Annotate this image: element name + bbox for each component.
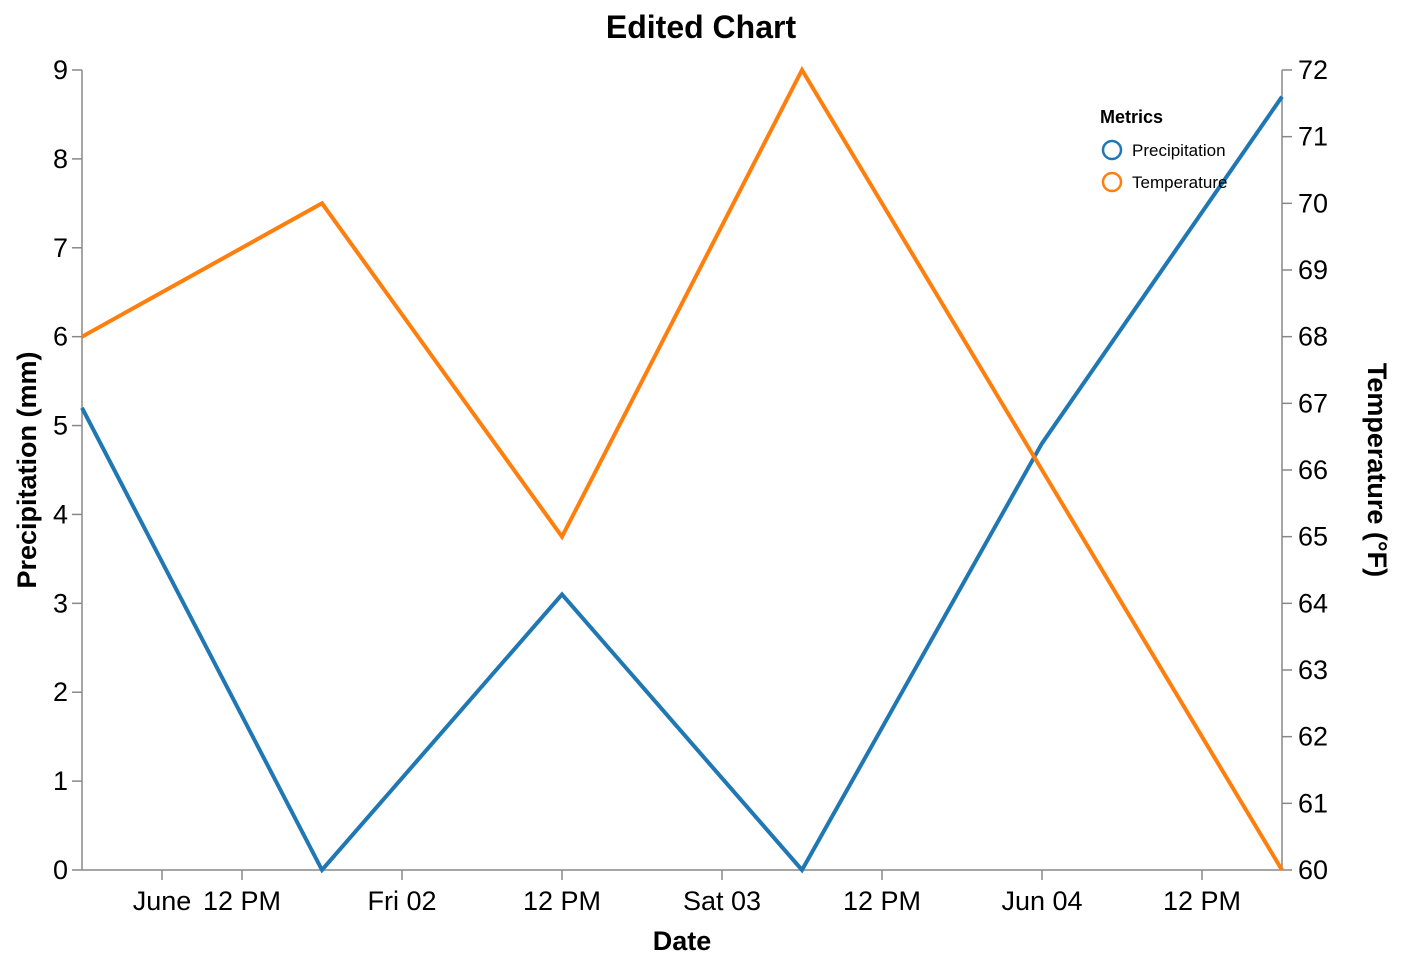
y-left-tick-label: 6 [53, 322, 68, 352]
legend-label-temperature: Temperature [1132, 173, 1227, 192]
y-right-tick-label: 69 [1298, 255, 1328, 285]
series-line-precipitation [80, 95, 1284, 874]
y-right-tick-label: 66 [1298, 455, 1328, 485]
y-left-tick-label: 9 [53, 55, 68, 85]
legend-title: Metrics [1100, 107, 1163, 127]
y-left-tick-label: 1 [53, 766, 68, 796]
y-left-tick-label: 5 [53, 411, 68, 441]
y-right-tick-label: 72 [1298, 55, 1328, 85]
chart-title: Edited Chart [606, 9, 797, 45]
y-right-tick-label: 63 [1298, 655, 1328, 685]
y-right-tick-label: 61 [1298, 788, 1328, 818]
legend-symbol-precipitation [1101, 139, 1123, 161]
series-layer [80, 65, 1284, 874]
y-left-tick-label: 3 [53, 588, 68, 618]
x-tick-label: 12 PM [203, 886, 281, 916]
series-line-temperature [81, 65, 1284, 872]
legend-items: Precipitation Temperature [1101, 139, 1227, 193]
y-left-tick-label: 4 [53, 499, 68, 529]
x-tick-label: 12 PM [523, 886, 601, 916]
y-right-tick-label: 67 [1298, 388, 1328, 418]
y-right-tick-label: 70 [1298, 188, 1328, 218]
x-axis-title: Date [653, 926, 712, 956]
x-tick-label: 12 PM [843, 886, 921, 916]
y-axis-right-title: Temperature (°F) [1362, 363, 1392, 577]
y-axis-left-title: Precipitation (mm) [12, 351, 42, 588]
y-right-tick-label: 68 [1298, 322, 1328, 352]
y-left-tick-label: 0 [53, 855, 68, 885]
legend-symbol-temperature [1101, 171, 1123, 193]
y-right-tick-label: 60 [1298, 855, 1328, 885]
axes: June 12 PM Fri 02 12 PM Sat 03 12 PM Jun 04 12 … [53, 55, 1328, 916]
y-right-tick-label: 65 [1298, 522, 1328, 552]
x-tick-label: Fri 02 [367, 886, 436, 916]
y-right-tick-label: 62 [1298, 722, 1328, 752]
x-tick-label: 12 PM [1163, 886, 1241, 916]
x-tick-label: June [133, 886, 192, 916]
y-left-tick-label: 8 [53, 144, 68, 174]
x-tick-label: Sat 03 [683, 886, 761, 916]
legend-label-precipitation: Precipitation [1132, 141, 1226, 160]
legend: Metrics Precipitation Temperature [1100, 107, 1227, 193]
y-right-tick-label: 71 [1298, 122, 1328, 152]
y-left-tick-label: 2 [53, 677, 68, 707]
y-left-tick-label: 7 [53, 233, 68, 263]
x-tick-label: Jun 04 [1001, 886, 1082, 916]
y-right-tick-label: 64 [1298, 588, 1328, 618]
